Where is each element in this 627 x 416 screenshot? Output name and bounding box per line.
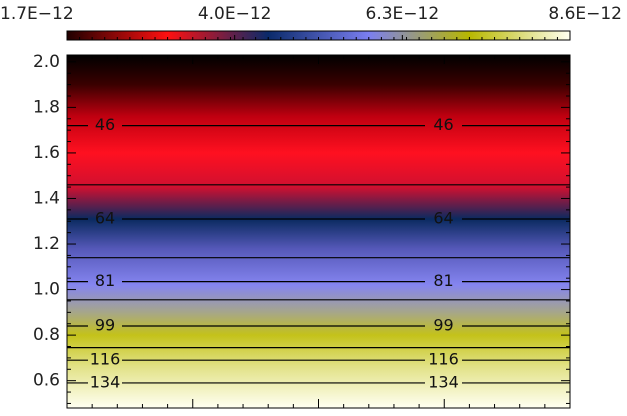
y-tick-label: 0.6 [33, 371, 60, 391]
contour-label: 64 [95, 208, 115, 227]
y-tick-label: 2.0 [33, 52, 60, 72]
colorbar-tick-label: 6.3E−12 [366, 4, 440, 24]
contour-label: 46 [433, 115, 453, 134]
y-tick-label: 1.4 [33, 188, 60, 208]
contour-label: 116 [428, 350, 459, 369]
contour-label: 64 [433, 208, 453, 227]
y-tick-label: 1.2 [33, 234, 60, 254]
contour-label: 81 [433, 271, 453, 290]
heatmap-field [67, 55, 570, 408]
contour-label: 116 [90, 350, 121, 369]
contour-label: 134 [90, 372, 121, 391]
colorbar-tick-label: 8.6E−12 [548, 4, 622, 24]
contour-label: 99 [433, 316, 453, 335]
contour-label: 46 [95, 115, 115, 134]
y-tick-label: 1.8 [33, 97, 60, 117]
y-tick-label: 1.0 [33, 280, 60, 300]
colorbar-tick-label: 1.7E−12 [0, 4, 74, 24]
contour-label: 81 [95, 271, 115, 290]
contour-label: 99 [95, 316, 115, 335]
y-tick-label: 1.6 [33, 143, 60, 163]
contour-label: 134 [428, 372, 459, 391]
y-tick-label: 0.8 [33, 325, 60, 345]
colorbar-tick-label: 4.0E−12 [198, 4, 272, 24]
